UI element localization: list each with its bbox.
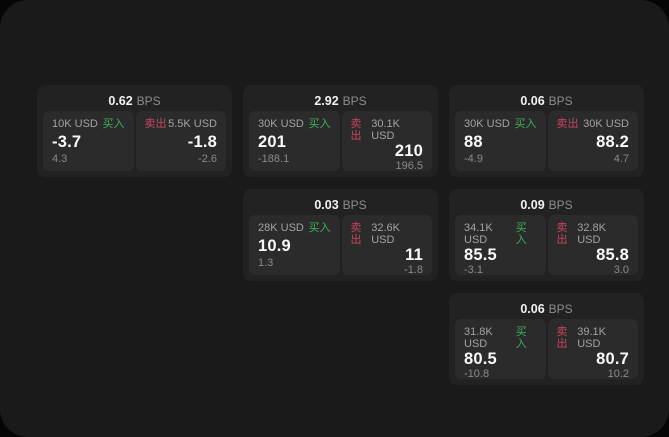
bps-unit-label: BPS: [548, 302, 573, 316]
sell-tag: 卖出: [350, 222, 362, 246]
card-header: 0.03 BPS: [249, 195, 432, 215]
buy-size-label: 34.1K USD: [464, 222, 493, 246]
sell-size-label: 32.8K USD: [577, 222, 606, 246]
sell-panel[interactable]: 卖出 30K USD 88.2 4.7: [547, 111, 638, 171]
card-header: 0.09 BPS: [455, 195, 638, 215]
sell-panel[interactable]: 卖出 32.8K USD 85.8 3.0: [547, 215, 638, 276]
quote-card: 0.06 BPS 31.8K USD 买入 80.5 -10.8 卖出 39.1…: [449, 293, 644, 385]
bps-value: 0.62: [108, 94, 133, 108]
buy-panel[interactable]: 31.8K USD 买入 80.5 -10.8: [455, 319, 546, 380]
sell-delta: 196.5: [395, 160, 423, 172]
bps-value: 0.06: [520, 302, 545, 316]
quote-card: 0.06 BPS 30K USD 买入 88 -4.9 卖出 30K USD 8…: [449, 85, 644, 177]
buy-delta: -188.1: [258, 153, 290, 165]
sell-price: 210: [394, 142, 423, 160]
buy-price: -3.7: [52, 132, 82, 151]
card-header: 0.62 BPS: [43, 91, 226, 111]
sell-price: 88.2: [596, 132, 629, 151]
quote-card: 0.62 BPS 10K USD 买入 -3.7 4.3 卖出 5.5K USD…: [37, 85, 232, 177]
buy-size-label: 10K USD: [52, 118, 98, 130]
buy-panel[interactable]: 30K USD 买入 88 -4.9: [455, 111, 546, 171]
sell-size-label: 30.1K USD: [371, 118, 400, 142]
sell-size-label: 39.1K USD: [577, 326, 606, 350]
buy-price: 201: [258, 132, 287, 151]
buy-price: 80.5: [464, 350, 497, 368]
buy-delta: -4.9: [464, 153, 483, 165]
buy-tag: 买入: [515, 326, 527, 350]
buy-size-label: 30K USD: [258, 118, 304, 130]
card-header: 0.06 BPS: [455, 91, 638, 111]
sell-delta: 3.0: [613, 264, 629, 276]
buy-price: 10.9: [258, 236, 291, 255]
buy-size-label: 30K USD: [464, 118, 510, 130]
sell-price: 85.8: [596, 246, 629, 264]
buy-panel[interactable]: 28K USD 买入 10.9 1.3: [249, 215, 340, 275]
sell-size-label: 32.6K USD: [371, 222, 400, 246]
sell-delta: -1.8: [404, 264, 423, 276]
buy-tag: 买入: [308, 222, 331, 234]
sell-panel[interactable]: 卖出 39.1K USD 80.7 10.2: [547, 319, 638, 380]
card-body: 30K USD 买入 88 -4.9 卖出 30K USD 88.2 4.7: [455, 111, 638, 171]
bps-unit-label: BPS: [548, 94, 573, 108]
sell-tag: 卖出: [556, 326, 568, 350]
card-body: 28K USD 买入 10.9 1.3 卖出 32.6K USD 11 -1.8: [249, 215, 432, 276]
bps-unit-label: BPS: [548, 198, 573, 212]
buy-tag: 买入: [308, 118, 331, 130]
sell-tag: 卖出: [556, 118, 579, 130]
sell-delta: -2.6: [198, 153, 217, 165]
buy-tag: 买入: [514, 118, 537, 130]
buy-panel[interactable]: 10K USD 买入 -3.7 4.3: [43, 111, 134, 171]
sell-tag: 卖出: [556, 222, 568, 246]
buy-price: 85.5: [464, 246, 497, 264]
bps-value: 0.09: [520, 198, 545, 212]
card-body: 31.8K USD 买入 80.5 -10.8 卖出 39.1K USD 80.…: [455, 319, 638, 380]
bps-value: 0.03: [314, 198, 339, 212]
card-body: 30K USD 买入 201 -188.1 卖出 30.1K USD 210 1…: [249, 111, 432, 172]
card-body: 10K USD 买入 -3.7 4.3 卖出 5.5K USD -1.8 -2.…: [43, 111, 226, 171]
quote-cards-grid: 0.62 BPS 10K USD 买入 -3.7 4.3 卖出 5.5K USD…: [37, 85, 644, 385]
sell-price: 11: [405, 246, 423, 264]
card-header: 2.92 BPS: [249, 91, 432, 111]
quote-card: 0.03 BPS 28K USD 买入 10.9 1.3 卖出 32.6K US…: [243, 189, 438, 281]
sell-size-label: 30K USD: [583, 118, 629, 130]
sell-delta: 10.2: [607, 368, 629, 380]
quote-card: 0.09 BPS 34.1K USD 买入 85.5 -3.1 卖出 32.8K…: [449, 189, 644, 281]
buy-panel[interactable]: 30K USD 买入 201 -188.1: [249, 111, 340, 171]
sell-delta: 4.7: [613, 153, 629, 165]
buy-delta: 4.3: [52, 153, 68, 165]
buy-size-label: 31.8K USD: [464, 326, 493, 350]
sell-panel[interactable]: 卖出 30.1K USD 210 196.5: [341, 111, 432, 172]
buy-size-label: 28K USD: [258, 222, 304, 234]
bps-unit-label: BPS: [342, 94, 367, 108]
buy-panel[interactable]: 34.1K USD 买入 85.5 -3.1: [455, 215, 546, 276]
sell-panel[interactable]: 卖出 32.6K USD 11 -1.8: [341, 215, 432, 276]
card-header: 0.06 BPS: [455, 299, 638, 319]
quote-card: 2.92 BPS 30K USD 买入 201 -188.1 卖出 30.1K …: [243, 85, 438, 177]
bps-value: 0.06: [520, 94, 545, 108]
buy-price: 88: [464, 132, 483, 151]
sell-size-label: 5.5K USD: [168, 118, 217, 130]
sell-panel[interactable]: 卖出 5.5K USD -1.8 -2.6: [135, 111, 226, 171]
buy-delta: 1.3: [258, 257, 274, 269]
buy-delta: -10.8: [464, 368, 490, 380]
sell-tag: 卖出: [350, 118, 362, 142]
card-body: 34.1K USD 买入 85.5 -3.1 卖出 32.8K USD 85.8…: [455, 215, 638, 276]
sell-price: -1.8: [187, 132, 217, 151]
bps-value: 2.92: [314, 94, 339, 108]
sell-tag: 卖出: [144, 118, 167, 130]
bps-unit-label: BPS: [342, 198, 367, 212]
buy-delta: -3.1: [464, 264, 483, 276]
sell-price: 80.7: [596, 350, 629, 368]
buy-tag: 买入: [515, 222, 527, 246]
buy-tag: 买入: [102, 118, 125, 130]
bps-unit-label: BPS: [136, 94, 161, 108]
